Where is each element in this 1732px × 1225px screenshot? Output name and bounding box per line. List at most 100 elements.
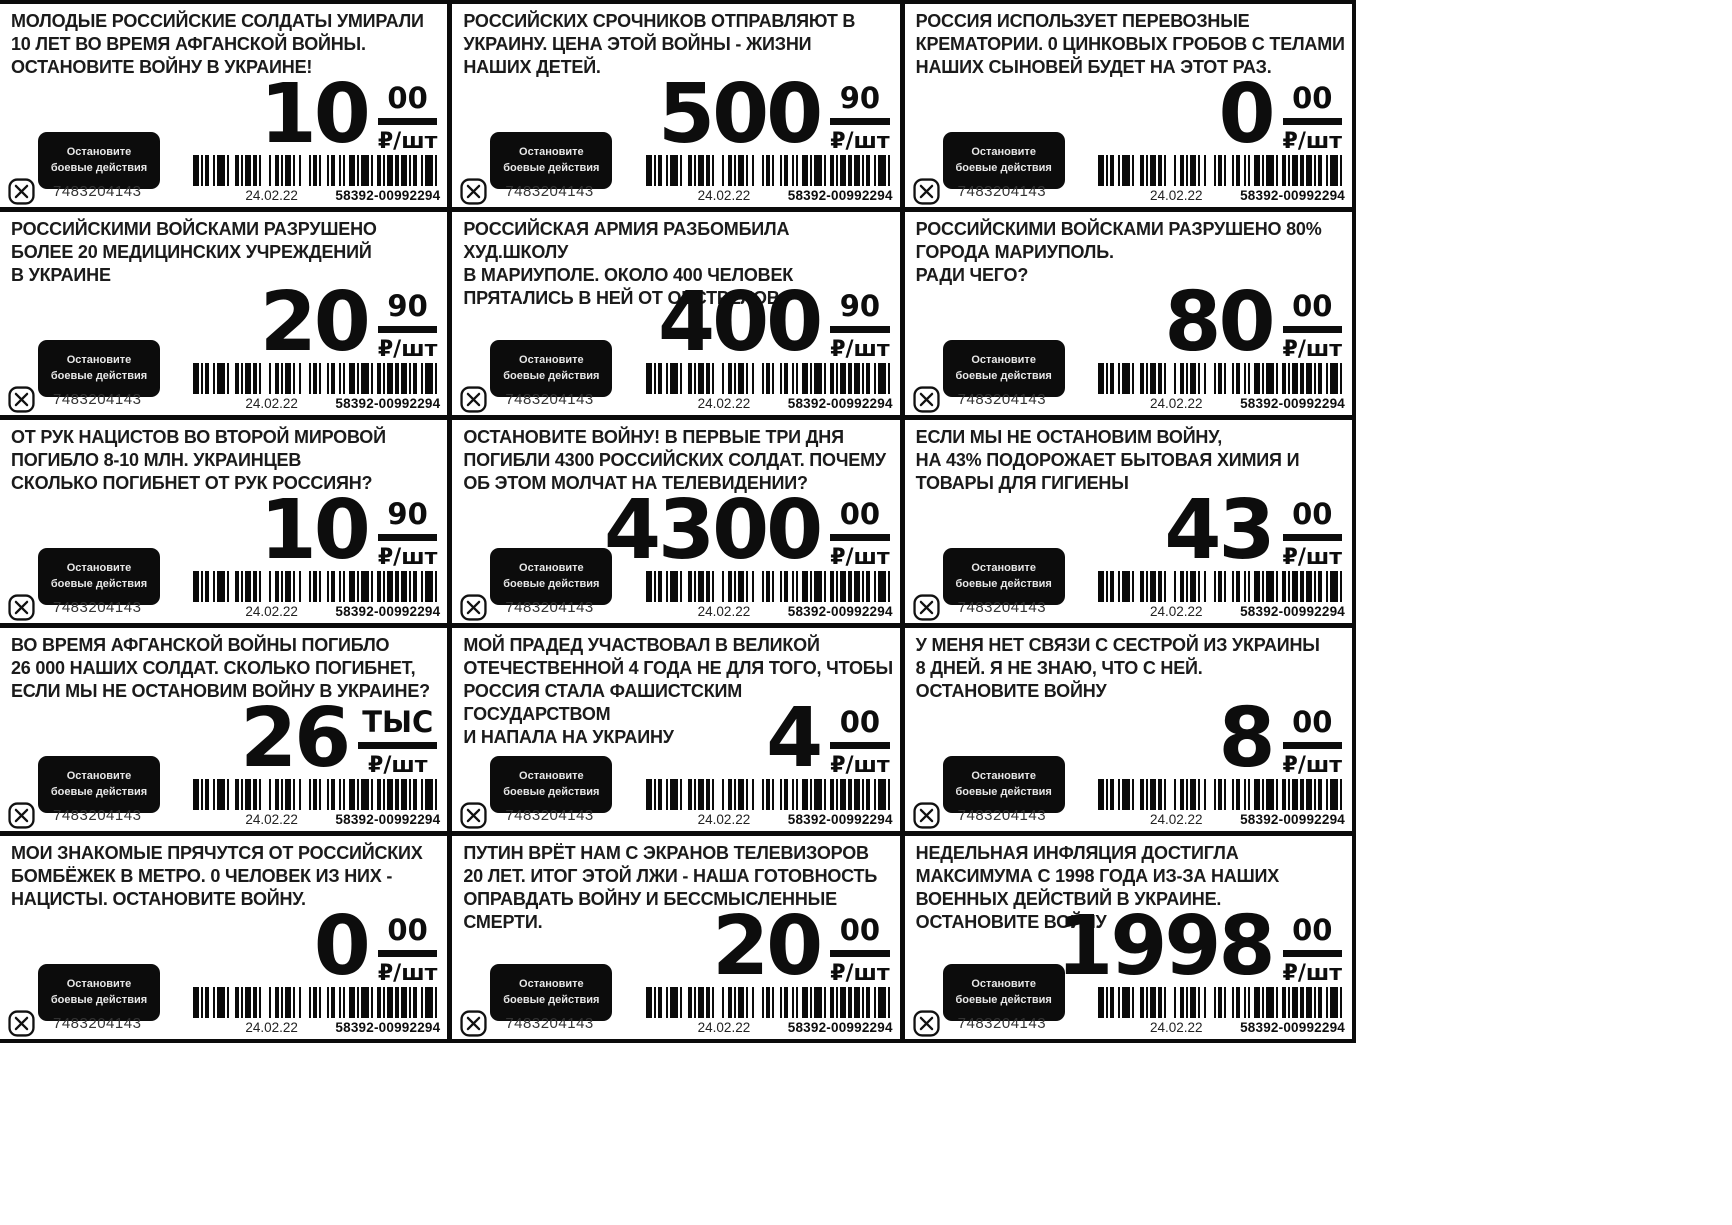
stop-hostilities-badge: Остановите боевые действия	[38, 756, 160, 813]
code-row: 24.02.22 58392-00992294	[1098, 812, 1345, 827]
tag-id-number: 7483204143	[957, 1015, 1047, 1032]
price-tag: МОИ ЗНАКОМЫЕ ПРЯЧУТСЯ ОТ РОССИЙСКИХ БОМБ…	[0, 836, 448, 1039]
price-main-value: 20	[259, 275, 371, 370]
tag-id-number: 7483204143	[957, 391, 1047, 408]
stop-hostilities-badge: Остановите боевые действия	[942, 132, 1065, 189]
crossed-box-icon	[460, 178, 487, 205]
tag-id-number: 7483204143	[505, 391, 594, 408]
price-tag: НЕДЕЛЬНАЯ ИНФЛЯЦИЯ ДОСТИГЛА МАКСИМУМА С …	[904, 836, 1352, 1039]
tag-code: 58392-00992294	[787, 1020, 893, 1035]
price-kopecks: 00	[1282, 708, 1342, 749]
price-block: 20 00 ₽/шт	[712, 899, 890, 994]
tag-code: 58392-00992294	[335, 188, 441, 203]
price-side: 00 ₽/шт	[1282, 708, 1342, 778]
tag-code: 58392-00992294	[1240, 1020, 1345, 1035]
tag-id-number: 7483204143	[957, 183, 1047, 200]
barcode	[645, 987, 893, 1018]
badge-line-1: Остановите	[519, 562, 584, 575]
price-kopecks: 00	[830, 708, 890, 749]
badge-line-2: боевые действия	[503, 369, 600, 382]
stop-hostilities-badge: Остановите боевые действия	[490, 964, 613, 1021]
stop-hostilities-badge: Остановите боевые действия	[38, 964, 160, 1021]
barcode	[1098, 987, 1345, 1018]
code-row: 24.02.22 58392-00992294	[193, 1020, 440, 1035]
tag-headline: РОССИЙСКИХ СРОЧНИКОВ ОТПРАВЛЯЮТ В УКРАИН…	[463, 11, 856, 78]
tag-headline: НЕДЕЛЬНАЯ ИНФЛЯЦИЯ ДОСТИГЛА МАКСИМУМА С …	[915, 843, 1280, 933]
price-side: 00 ₽/шт	[830, 916, 890, 986]
price-block: 26 ТЫС ₽/шт	[240, 691, 438, 786]
barcode-block: 24.02.22 58392-00992294	[193, 779, 440, 827]
crossed-box-icon	[913, 178, 940, 205]
tag-headline: РОССИЙСКИМИ ВОЙСКАМИ РАЗРУШЕНО БОЛЕЕ 20 …	[11, 219, 377, 286]
badge-line-1: Остановите	[519, 354, 584, 367]
stop-hostilities-badge: Остановите боевые действия	[490, 756, 613, 813]
barcode	[645, 155, 893, 186]
tag-id-number: 7483204143	[53, 391, 142, 408]
code-row: 24.02.22 58392-00992294	[1098, 604, 1345, 619]
price-main-value: 26	[240, 691, 351, 786]
tag-date: 24.02.22	[245, 604, 298, 619]
tag-headline: ПУТИН ВРЁТ НАМ С ЭКРАНОВ ТЕЛЕВИЗОРОВ 20 …	[463, 843, 878, 933]
tag-code: 58392-00992294	[335, 396, 441, 411]
price-tag: ПУТИН ВРЁТ НАМ С ЭКРАНОВ ТЕЛЕВИЗОРОВ 20 …	[452, 836, 900, 1039]
barcode	[645, 779, 893, 810]
price-tag: РОССИЙСКАЯ АРМИЯ РАЗБОМБИЛА ХУД.ШКОЛУ В …	[452, 212, 900, 415]
price-main-value: 0	[313, 899, 371, 994]
tag-code: 58392-00992294	[335, 604, 441, 619]
price-block: 80 00 ₽/шт	[1164, 275, 1342, 370]
barcode	[1098, 779, 1345, 810]
badge-line-1: Остановите	[66, 146, 132, 159]
price-block: 4300 00 ₽/шт	[604, 490, 890, 571]
code-row: 24.02.22 58392-00992294	[646, 396, 893, 411]
barcode-block: 24.02.22 58392-00992294	[1098, 155, 1345, 203]
tag-id-number: 7483204143	[53, 1015, 142, 1032]
price-tag: РОССИЙСКИХ СРОЧНИКОВ ОТПРАВЛЯЮТ В УКРАИН…	[452, 4, 900, 207]
code-row: 24.02.22 58392-00992294	[1098, 1020, 1345, 1035]
crossed-box-icon	[460, 802, 487, 829]
price-main-value: 500	[658, 67, 823, 162]
price-unit: ₽/шт	[830, 961, 890, 986]
price-block: 10 90 ₽/шт	[259, 483, 438, 578]
price-side: ТЫС ₽/шт	[358, 708, 438, 778]
crossed-box-icon	[8, 1010, 35, 1037]
tag-id-number: 7483204143	[505, 1015, 594, 1032]
price-main-value: 80	[1164, 275, 1275, 370]
badge-line-1: Остановите	[519, 978, 584, 991]
code-row: 24.02.22 58392-00992294	[646, 812, 893, 827]
price-block: 8 00 ₽/шт	[1218, 698, 1342, 779]
price-tag: РОССИЙСКИМИ ВОЙСКАМИ РАЗРУШЕНО БОЛЕЕ 20 …	[0, 212, 448, 415]
crossed-box-icon	[913, 386, 940, 413]
price-kopecks: 90	[377, 500, 438, 541]
tag-headline: МОЛОДЫЕ РОССИЙСКИЕ СОЛДАТЫ УМИРАЛИ 10 ЛЕ…	[11, 11, 424, 78]
price-kopecks: 00	[1282, 292, 1342, 333]
tag-code: 58392-00992294	[787, 188, 893, 203]
barcode-block: 24.02.22 58392-00992294	[193, 571, 440, 619]
tag-headline: ОСТАНОВИТЕ ВОЙНУ! В ПЕРВЫЕ ТРИ ДНЯ ПОГИБ…	[463, 427, 886, 494]
tag-date: 24.02.22	[1150, 1020, 1203, 1035]
price-block: 500 90 ₽/шт	[658, 67, 890, 162]
badge-line-2: боевые действия	[50, 993, 148, 1006]
price-side: 00 ₽/шт	[830, 500, 890, 570]
tag-date: 24.02.22	[1150, 604, 1203, 619]
badge-line-2: боевые действия	[503, 993, 600, 1006]
price-main-value: 10	[259, 483, 371, 578]
price-main-value: 0	[1218, 67, 1275, 162]
price-main-value: 20	[712, 899, 823, 994]
tag-date: 24.02.22	[1150, 812, 1203, 827]
tag-date: 24.02.22	[697, 1020, 751, 1035]
badge-line-2: боевые действия	[50, 577, 148, 590]
barcode	[1098, 155, 1345, 186]
badge-line-2: боевые действия	[955, 993, 1052, 1006]
price-unit: ₽/шт	[830, 337, 890, 362]
tag-id-number: 7483204143	[505, 599, 594, 616]
barcode-block: 24.02.22 58392-00992294	[645, 155, 893, 203]
stop-hostilities-badge: Остановите боевые действия	[490, 132, 613, 189]
price-block: 43 00 ₽/шт	[1164, 490, 1342, 571]
badge-line-1: Остановите	[66, 354, 132, 367]
price-unit: ₽/шт	[377, 961, 438, 986]
tag-id-number: 7483204143	[53, 599, 142, 616]
tag-code: 58392-00992294	[335, 1020, 441, 1035]
tag-id-number: 7483204143	[505, 807, 594, 824]
price-tag: ЕСЛИ МЫ НЕ ОСТАНОВИМ ВОЙНУ, НА 43% ПОДОР…	[904, 420, 1352, 623]
code-row: 24.02.22 58392-00992294	[1098, 188, 1345, 203]
